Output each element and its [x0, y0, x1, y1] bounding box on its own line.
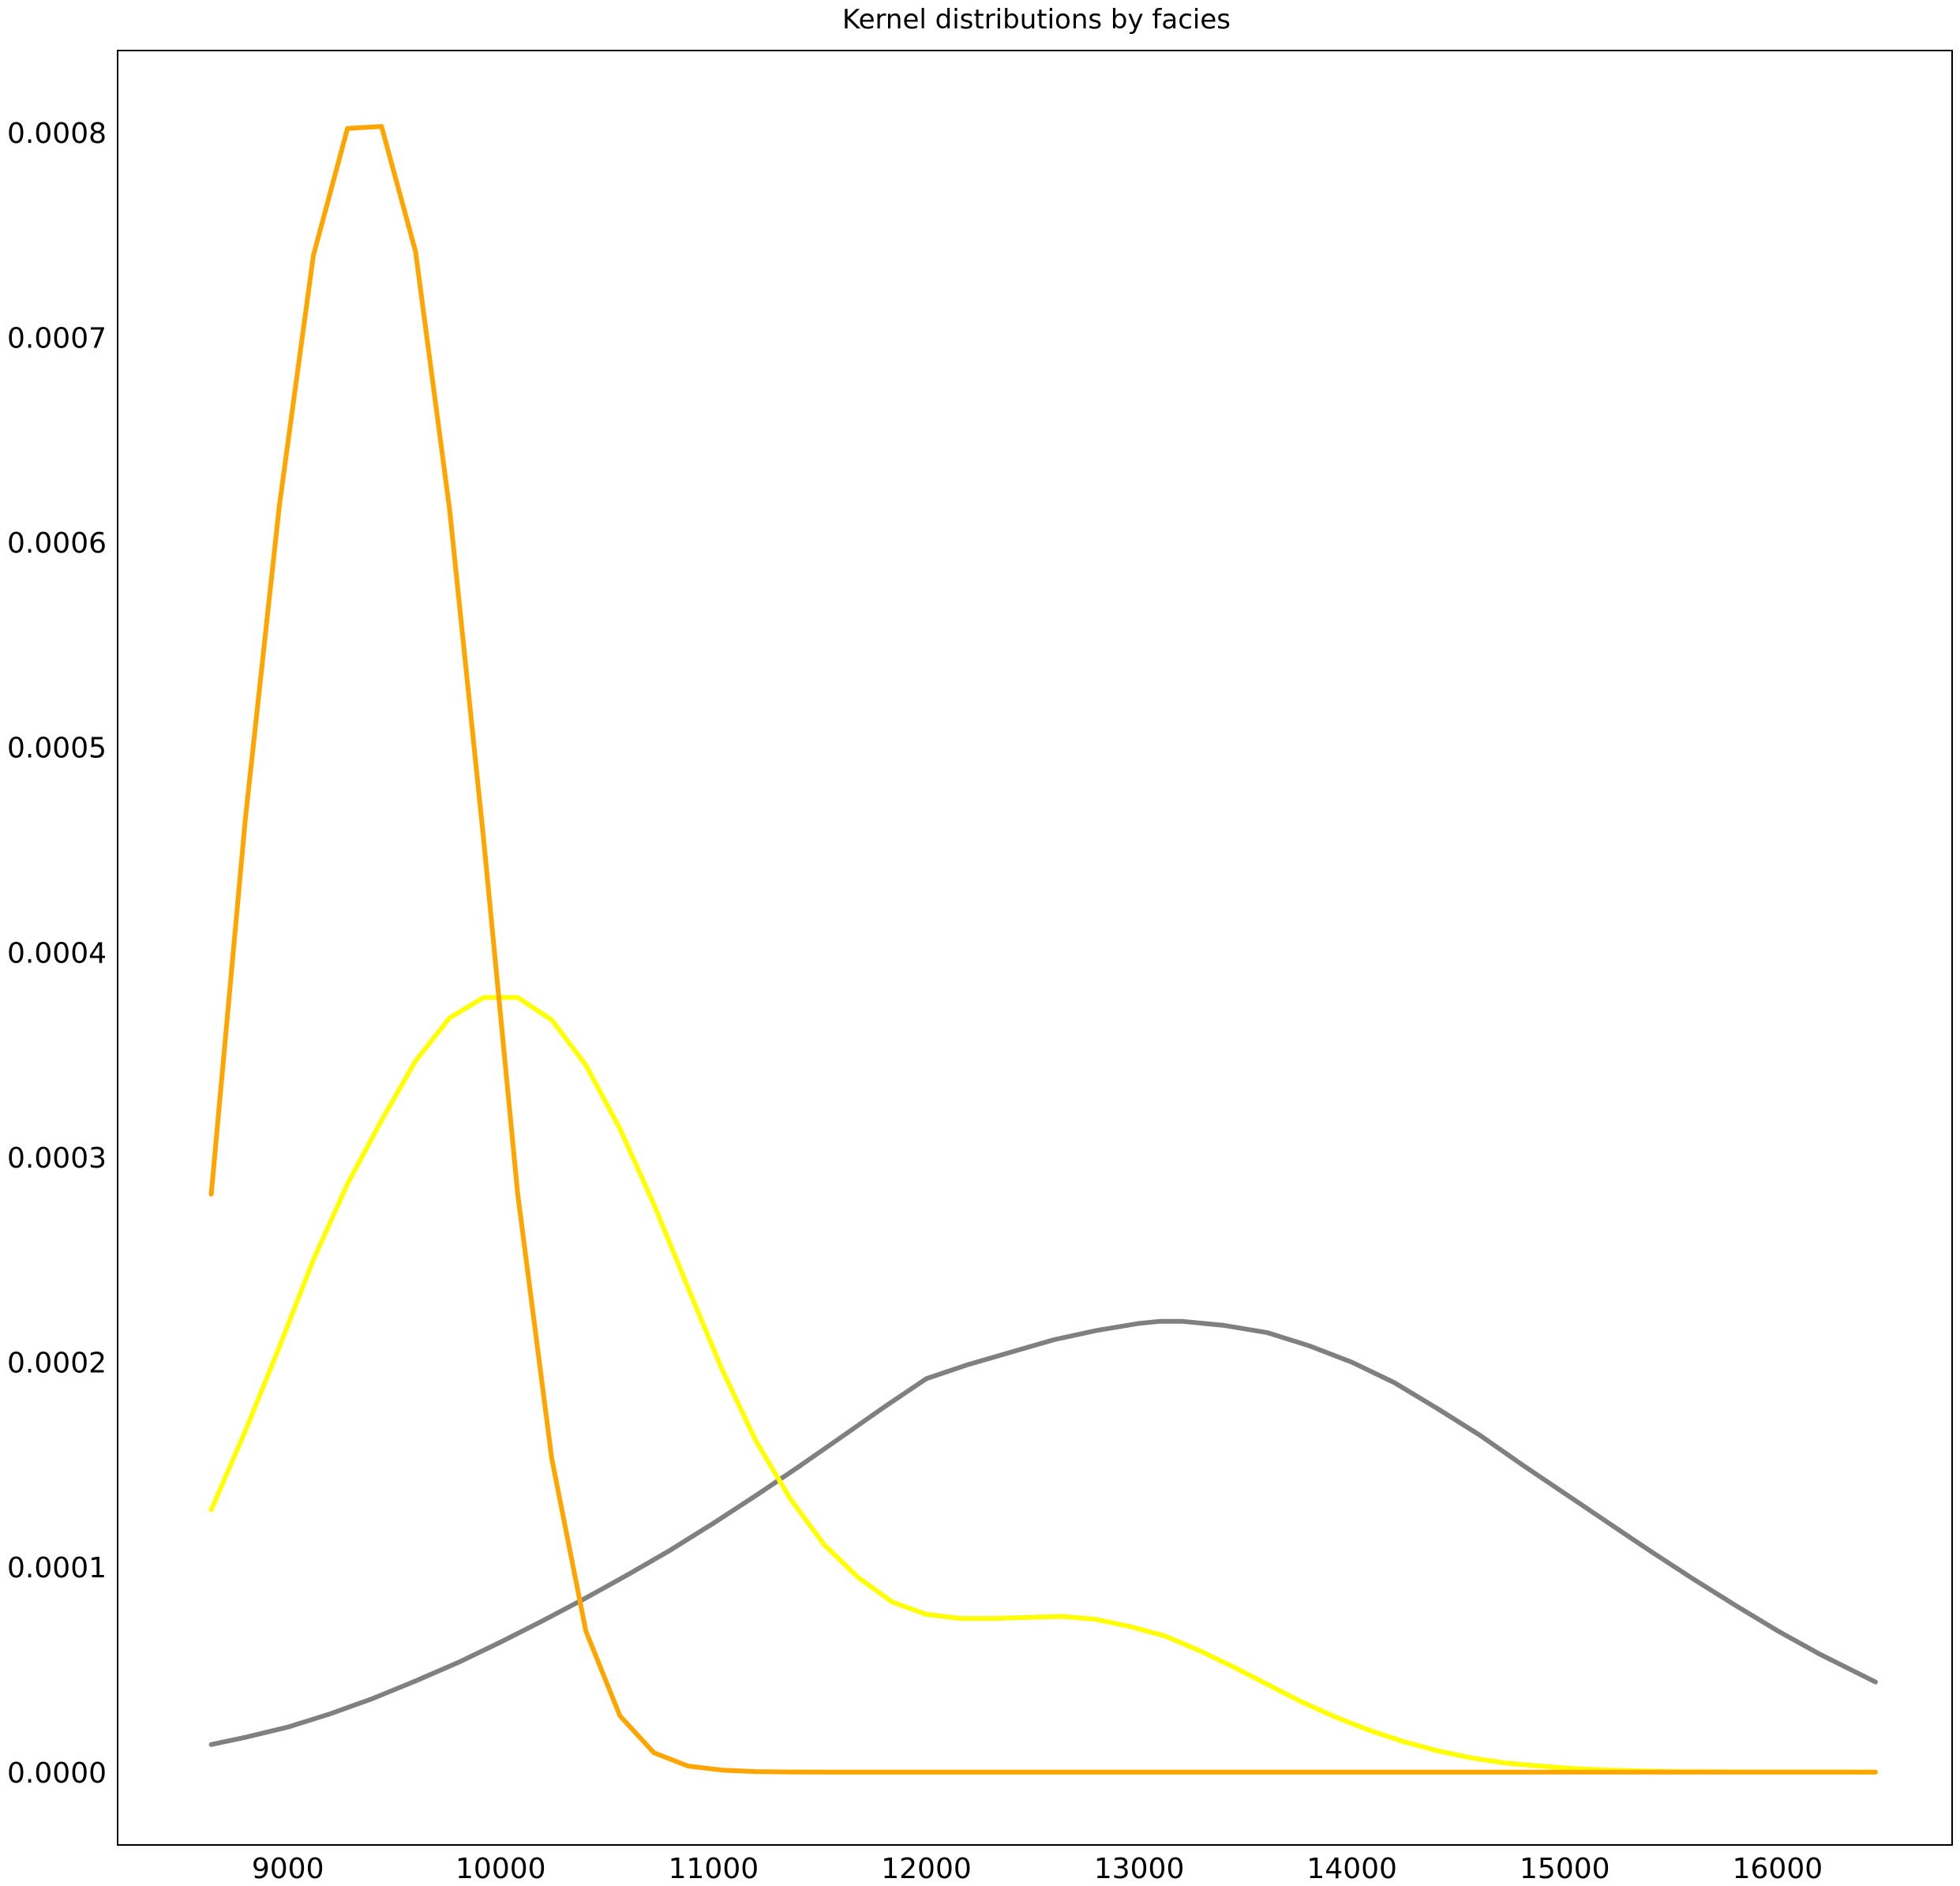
series-line-1	[208, 1318, 1878, 1747]
x-tick-label: 16000	[1733, 1853, 1823, 1885]
x-tick-label: 11000	[669, 1853, 759, 1885]
y-axis-ticks: 0.0000 0.0001 0.0002 0.0003 0.0004 0.0005 0.00…	[7, 118, 107, 1790]
y-tick-label: 0.0006	[7, 527, 107, 560]
x-tick-label: 10000	[455, 1853, 546, 1885]
series-line-3	[208, 124, 1878, 1775]
y-tick-label: 0.0007	[7, 323, 107, 355]
y-tick-label: 0.0000	[7, 1757, 107, 1790]
y-tick-label: 0.0003	[7, 1142, 107, 1175]
x-tick-label: 14000	[1306, 1853, 1397, 1885]
x-tick-label: 12000	[881, 1853, 972, 1885]
y-tick-label: 0.0001	[7, 1552, 107, 1584]
y-tick-label: 0.0002	[7, 1348, 107, 1380]
chart-title: Kernel distributions by facies	[842, 4, 1231, 36]
x-tick-label: 15000	[1520, 1853, 1610, 1885]
plot-area-frame	[117, 50, 1953, 1846]
x-tick-label: 9000	[252, 1853, 324, 1885]
x-axis-ticks: 9000 10000 11000 12000 13000 14000 15000 16000	[252, 1853, 1823, 1885]
y-tick-label: 0.0004	[7, 937, 107, 969]
series-layer	[208, 124, 1878, 1775]
x-tick-label: 13000	[1094, 1853, 1185, 1885]
y-tick-label: 0.0008	[7, 118, 107, 150]
y-tick-label: 0.0005	[7, 733, 107, 765]
